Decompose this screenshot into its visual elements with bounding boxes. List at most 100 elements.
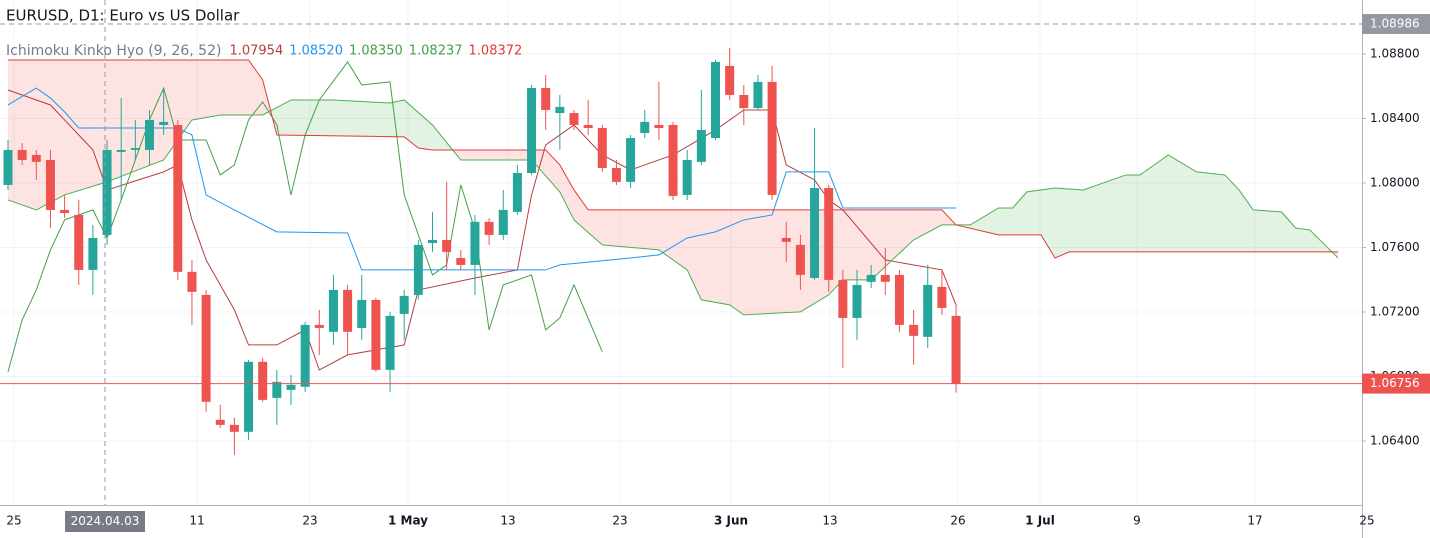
candle-body: [711, 61, 720, 139]
candle-body: [753, 81, 763, 109]
cloud-fill: [842, 209, 857, 280]
candle-body: [343, 289, 353, 332]
x-tick-label: 25: [6, 514, 21, 528]
x-tick-label: 26: [950, 514, 965, 528]
candle-body: [852, 284, 862, 318]
candle-body: [60, 209, 70, 213]
cloud-fill: [1140, 164, 1155, 252]
cloud-fill: [757, 209, 773, 315]
candle-body: [795, 244, 805, 275]
candle-body: [569, 113, 579, 125]
cloud-fill: [22, 59, 37, 210]
y-tick-label: 1.07600: [1370, 240, 1420, 254]
indicator-line: [7, 99, 1339, 316]
candle-body: [725, 65, 735, 95]
candle-body: [909, 324, 919, 336]
cloud-fill: [1253, 209, 1268, 252]
candle-body: [272, 381, 282, 398]
candle-body: [654, 124, 664, 129]
candle-body: [130, 148, 140, 150]
candle-body: [201, 294, 211, 402]
candle-body: [923, 284, 933, 337]
cloud-fill: [1097, 179, 1112, 252]
candle-body: [456, 257, 466, 265]
y-tick-label: 1.08400: [1370, 111, 1420, 125]
candle-body: [838, 279, 848, 318]
cloud-fill: [375, 102, 391, 137]
y-tick-label: 1.08000: [1370, 176, 1420, 190]
indicator-line: [7, 87, 957, 271]
cloud-fill: [743, 209, 758, 315]
cloud-fill: [1111, 174, 1126, 252]
cloud-fill: [1182, 163, 1197, 252]
cloud-fill: [1125, 174, 1140, 252]
candle-body: [399, 295, 409, 314]
cloud-fill: [248, 59, 263, 115]
candle-body: [597, 128, 607, 169]
candle-body: [583, 124, 593, 129]
cloud-fill: [1295, 227, 1310, 252]
candle-body: [3, 149, 13, 185]
candle-body: [413, 244, 423, 295]
cloud-fill: [1267, 210, 1282, 252]
candle-body: [215, 419, 225, 425]
cloud-fill: [772, 209, 787, 314]
candle-body: [17, 149, 27, 160]
cloud-fill: [1083, 184, 1098, 252]
cloud-fill: [234, 59, 249, 115]
candle-body: [286, 384, 296, 390]
cloud-fill: [347, 100, 362, 137]
cloud-fill: [715, 209, 730, 305]
candle-body: [512, 173, 522, 212]
candle-body: [611, 168, 621, 182]
cloud-fill: [885, 209, 900, 267]
cloud-fill: [432, 124, 447, 150]
candle-body: [357, 299, 367, 328]
y-tick-label: 1.07200: [1370, 304, 1420, 318]
cloud-fill: [1281, 211, 1296, 252]
candle-body: [541, 88, 551, 110]
cloud-fill: [630, 209, 645, 249]
candle-body: [229, 424, 239, 432]
candle-body: [258, 361, 268, 400]
candle-body: [824, 188, 834, 280]
candle-body: [739, 94, 749, 109]
y-tick-label: 1.06400: [1370, 433, 1420, 447]
cloud-fill: [559, 164, 574, 220]
candle-body: [385, 315, 395, 370]
cloud-fill: [701, 209, 716, 303]
candle-body: [866, 274, 876, 282]
x-tick-label: 25: [1359, 514, 1374, 528]
cloud-fill: [1154, 154, 1169, 252]
crosshair-date-label: 2024.04.03: [71, 514, 140, 528]
candle-body: [937, 286, 947, 308]
candle-body: [74, 214, 84, 270]
candle-body: [555, 106, 565, 114]
cloud-fill: [1309, 229, 1324, 252]
candle-body: [173, 124, 183, 272]
cloud-fill: [1210, 173, 1225, 252]
cloud-fill: [899, 209, 914, 254]
x-tick-label: 3 Jun: [714, 514, 748, 528]
cloud-fill: [729, 209, 744, 315]
cloud-fill: [191, 59, 207, 120]
candle-body: [484, 221, 494, 235]
candle-body: [244, 361, 254, 432]
x-tick-label: 9: [1133, 514, 1141, 528]
candle-body: [767, 81, 777, 195]
x-tick-label: 11: [189, 514, 204, 528]
candle-body: [527, 88, 537, 174]
indicator-value: 1.08350: [349, 44, 403, 59]
crosshair-date-box: [65, 511, 145, 532]
candle-body: [187, 271, 197, 292]
candle-body: [498, 209, 508, 235]
cloud-fill: [276, 99, 291, 136]
cloud-fill: [927, 209, 942, 233]
last-price-label: 1.06756: [1370, 376, 1420, 390]
cloud-fill: [658, 209, 674, 260]
candle-body: [102, 149, 112, 235]
x-tick-label: 23: [302, 514, 317, 528]
cloud-fill: [404, 99, 419, 149]
